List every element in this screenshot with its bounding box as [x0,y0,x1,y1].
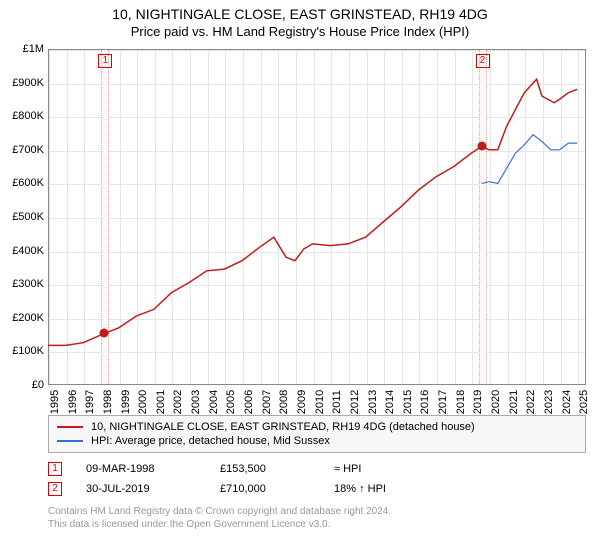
chart-lines [48,49,586,409]
sale-dot [477,142,486,151]
sale-dot [100,329,109,338]
y-axis-label: £800K [12,110,44,122]
legend-row: HPI: Average price, detached house, Mid … [57,434,577,448]
sale-badge: 1 [48,462,62,476]
chart-container: 10, NIGHTINGALE CLOSE, EAST GRINSTEAD, R… [0,0,600,560]
title-sub: Price paid vs. HM Land Registry's House … [0,24,600,39]
y-axis-label: £400K [12,245,44,257]
titles: 10, NIGHTINGALE CLOSE, EAST GRINSTEAD, R… [0,0,600,39]
y-axis-label: £300K [12,278,44,290]
y-axis-label: £700K [12,144,44,156]
footer-line-1: Contains HM Land Registry data © Crown c… [48,505,586,518]
y-axis-label: £100K [12,345,44,357]
series-line-hpi [482,135,578,184]
sale-date: 09-MAR-1998 [86,463,196,475]
sales-row: 2 30-JUL-2019 £710,000 18% ↑ HPI [48,479,586,499]
legend-swatch [57,426,83,428]
sale-date: 30-JUL-2019 [86,483,196,495]
sale-price: £153,500 [220,463,310,475]
y-axis-label: £1M [23,43,44,55]
legend-label: HPI: Average price, detached house, Mid … [91,435,330,447]
sale-price: £710,000 [220,483,310,495]
legend: 10, NIGHTINGALE CLOSE, EAST GRINSTEAD, R… [48,415,586,453]
sale-delta: ≈ HPI [334,463,424,475]
legend-swatch [57,440,83,442]
sale-badge: 2 [48,482,62,496]
chart-area: 1995199619971998199920002001200220032004… [48,49,586,409]
footer: Contains HM Land Registry data © Crown c… [48,505,586,531]
y-axis-label: £600K [12,177,44,189]
sales-table: 1 09-MAR-1998 £153,500 ≈ HPI 2 30-JUL-2019 £71… [48,459,586,499]
y-axis-label: £0 [32,379,44,391]
legend-row: 10, NIGHTINGALE CLOSE, EAST GRINSTEAD, R… [57,420,577,434]
series-line-property [48,79,577,345]
sale-delta: 18% ↑ HPI [334,483,424,495]
y-axis-label: £900K [12,77,44,89]
footer-line-2: This data is licensed under the Open Gov… [48,518,586,531]
y-axis-label: £500K [12,211,44,223]
title-main: 10, NIGHTINGALE CLOSE, EAST GRINSTEAD, R… [0,6,600,22]
sales-row: 1 09-MAR-1998 £153,500 ≈ HPI [48,459,586,479]
legend-label: 10, NIGHTINGALE CLOSE, EAST GRINSTEAD, R… [91,421,475,433]
y-axis-label: £200K [12,312,44,324]
